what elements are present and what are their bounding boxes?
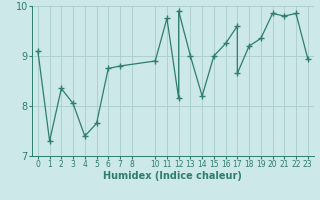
X-axis label: Humidex (Indice chaleur): Humidex (Indice chaleur) bbox=[103, 171, 242, 181]
